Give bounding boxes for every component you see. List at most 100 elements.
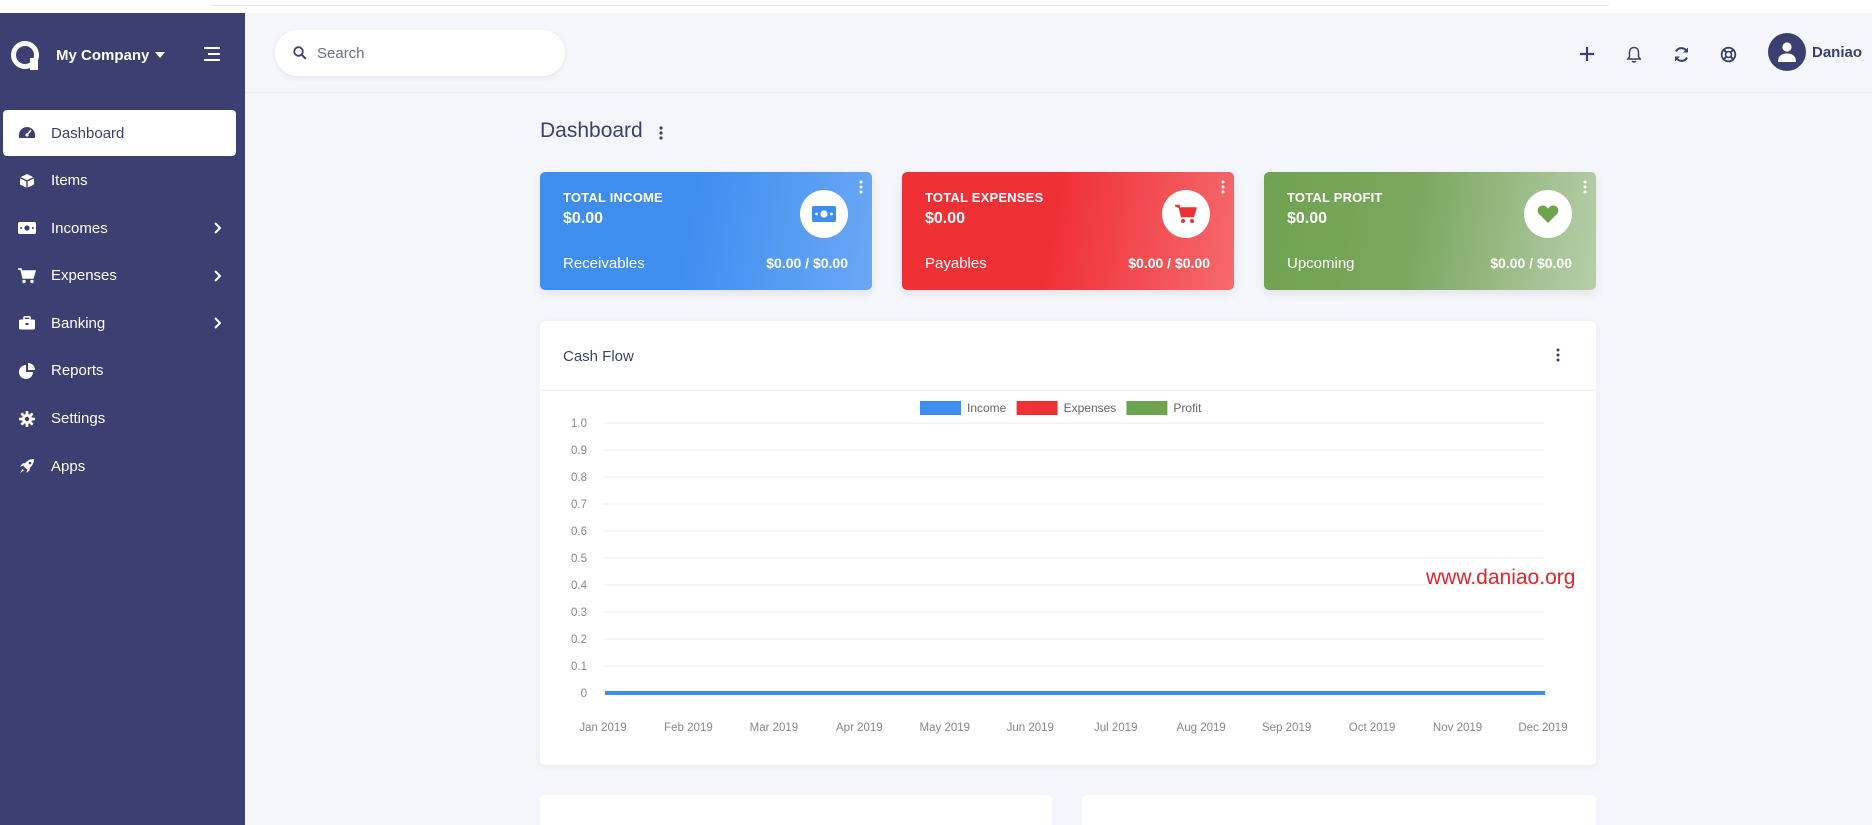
- card-title: TOTAL INCOME: [563, 190, 663, 205]
- card-options-icon[interactable]: [859, 180, 863, 194]
- x-tick-label: Oct 2019: [1349, 722, 1396, 734]
- card-title: TOTAL PROFIT: [1287, 190, 1383, 205]
- sidebar-nav: Dashboard Items Incomes Expenses: [0, 110, 245, 491]
- card-sub-value: $0.00 / $0.00: [766, 255, 848, 271]
- refresh-icon[interactable]: [1670, 43, 1692, 65]
- y-tick-label: 0.9: [571, 445, 587, 457]
- x-tick-label: Jul 2019: [1094, 722, 1137, 734]
- sidebar-item-banking[interactable]: Banking: [0, 300, 245, 346]
- briefcase-icon: [18, 314, 36, 332]
- total-expenses-card[interactable]: TOTAL EXPENSES $0.00 Payables $0.00 / $0…: [902, 172, 1234, 290]
- search-input[interactable]: [317, 44, 537, 62]
- x-tick-label: Nov 2019: [1433, 722, 1482, 734]
- y-tick-label: 0.3: [571, 607, 587, 619]
- shopping-cart-icon: [18, 267, 36, 285]
- legend-swatch: [1016, 401, 1058, 415]
- sidebar-item-expenses[interactable]: Expenses: [0, 253, 245, 299]
- watermark-text: www.daniao.org: [1426, 566, 1576, 589]
- sidebar-item-label: Dashboard: [51, 124, 125, 142]
- y-tick-label: 0.5: [571, 553, 587, 565]
- y-tick-label: 0.1: [571, 661, 587, 673]
- y-tick-label: 0.2: [571, 634, 587, 646]
- rocket-icon: [18, 457, 36, 475]
- x-tick-label: Jun 2019: [1007, 722, 1054, 734]
- x-tick-label: Mar 2019: [750, 722, 799, 734]
- sidebar-item-items[interactable]: Items: [0, 158, 245, 204]
- heart-icon: [1537, 205, 1559, 223]
- x-tick-label: Jan 2019: [579, 722, 626, 734]
- sidebar-item-label: Items: [51, 172, 88, 190]
- x-tick-label: Sep 2019: [1262, 722, 1311, 734]
- lower-left-panel: [540, 795, 1052, 825]
- company-name: My Company: [56, 46, 150, 64]
- bell-icon[interactable]: [1623, 43, 1645, 65]
- money-bill-icon: [18, 219, 36, 237]
- y-tick-label: 0.8: [571, 472, 587, 484]
- sidebar-item-incomes[interactable]: Incomes: [0, 205, 245, 251]
- sidebar-item-label: Incomes: [51, 219, 108, 237]
- money-bill-icon: [812, 206, 836, 222]
- avatar[interactable]: [1768, 33, 1806, 71]
- card-options-icon[interactable]: [1221, 180, 1225, 194]
- sidebar-item-label: Apps: [51, 457, 86, 475]
- legend-label: Expenses: [1064, 401, 1117, 415]
- card-badge: [800, 190, 848, 238]
- card-options-icon[interactable]: [1583, 180, 1587, 194]
- chevron-right-icon: [214, 270, 221, 282]
- cash-flow-panel: Cash Flow Income Expenses Profit 1.0 0.9 0.8 0…: [540, 321, 1596, 765]
- card-amount: $0.00: [563, 210, 604, 227]
- sidebar-item-label: Expenses: [51, 267, 117, 285]
- total-income-card[interactable]: TOTAL INCOME $0.00 Receivables $0.00 / $…: [540, 172, 872, 290]
- x-tick-label: Dec 2019: [1518, 722, 1567, 734]
- card-sub-value: $0.00 / $0.00: [1490, 255, 1572, 271]
- sidebar-item-label: Settings: [51, 410, 106, 428]
- search-box[interactable]: [275, 30, 565, 76]
- page-title: Dashboard: [540, 119, 643, 142]
- card-badge: [1162, 190, 1210, 238]
- dashboard-options-icon[interactable]: [657, 125, 665, 141]
- card-sub-label: Payables: [925, 255, 987, 272]
- dashboard-icon: [18, 124, 36, 142]
- x-tick-label: Feb 2019: [664, 722, 713, 734]
- x-tick-label: Aug 2019: [1177, 722, 1226, 734]
- chevron-right-icon: [214, 317, 221, 330]
- x-tick-label: Apr 2019: [836, 722, 883, 734]
- card-sub-label: Receivables: [563, 255, 645, 272]
- legend-swatch: [920, 401, 961, 415]
- user-icon: [1778, 42, 1796, 62]
- panel-header: Cash Flow: [540, 321, 1596, 391]
- legend-label: Income: [967, 401, 1007, 415]
- sidebar: My Company Dashboard Items Incomes: [0, 13, 245, 825]
- user-name[interactable]: Daniao: [1812, 44, 1863, 61]
- legend-swatch: [1126, 401, 1168, 415]
- chevron-right-icon: [214, 222, 221, 234]
- plus-icon[interactable]: [1576, 43, 1598, 65]
- cube-icon: [18, 172, 36, 190]
- sidebar-item-reports[interactable]: Reports: [0, 348, 245, 394]
- total-profit-card[interactable]: TOTAL PROFIT $0.00 Upcoming $0.00 / $0.0…: [1264, 172, 1596, 290]
- y-tick-label: 1.0: [571, 418, 587, 430]
- akaunting-logo-icon: [11, 41, 39, 70]
- card-amount: $0.00: [1287, 210, 1328, 227]
- cash-flow-chart: Income Expenses Profit 1.0 0.9 0.8 0.7 0.6 0.5 0.…: [571, 401, 1568, 734]
- y-tick-label: 0.6: [571, 526, 587, 538]
- shopping-cart-icon: [1175, 204, 1197, 223]
- company-switcher[interactable]: My Company: [10, 39, 166, 71]
- panel-options-icon[interactable]: [1556, 348, 1560, 362]
- lower-right-panel: [1082, 795, 1596, 825]
- sidebar-item-settings[interactable]: Settings: [0, 396, 245, 442]
- caret-down-icon: [155, 52, 166, 58]
- chart-pie-icon: [18, 362, 36, 380]
- sidebar-item-dashboard[interactable]: Dashboard: [3, 110, 236, 156]
- search-icon: [293, 46, 307, 60]
- gear-icon: [18, 410, 36, 428]
- top-strip: [0, 0, 1872, 13]
- life-ring-icon[interactable]: [1717, 43, 1739, 65]
- top-strip-inner: [210, 0, 1610, 6]
- menu-toggle-icon[interactable]: [201, 45, 223, 63]
- y-tick-label: 0: [581, 688, 587, 700]
- sidebar-item-apps[interactable]: Apps: [0, 443, 245, 489]
- sidebar-item-label: Banking: [51, 314, 106, 332]
- card-title: TOTAL EXPENSES: [925, 190, 1044, 205]
- card-badge: [1524, 190, 1572, 238]
